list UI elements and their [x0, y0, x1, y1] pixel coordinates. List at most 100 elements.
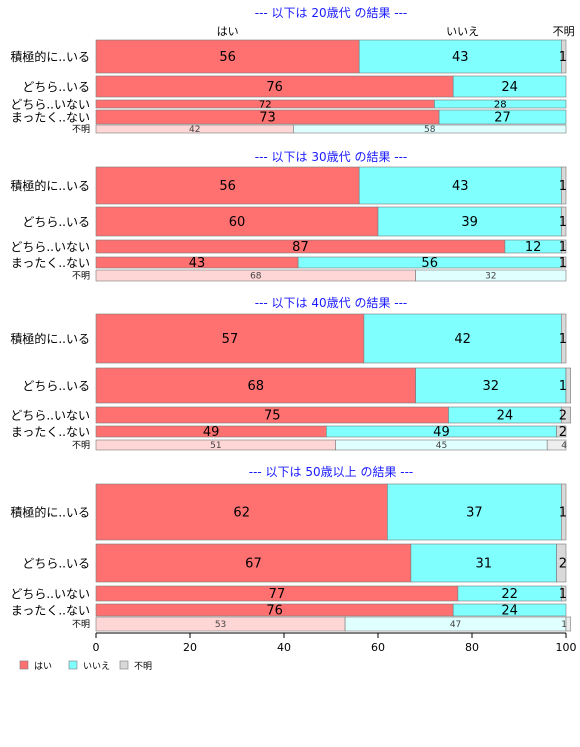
bar-segment-unknown	[546, 439, 567, 451]
bar-segment-unknown	[560, 313, 567, 364]
bar-segment-yes	[95, 543, 412, 583]
row-label: まったく..ない	[11, 604, 90, 618]
data-label-no: 12	[525, 240, 542, 255]
data-label-yes: 75	[264, 409, 281, 424]
data-label-unknown: 2	[559, 409, 567, 424]
data-label-yes: 77	[269, 587, 286, 602]
bar-segment-unknown	[560, 166, 567, 205]
data-label-unknown: 2	[559, 425, 567, 440]
x-tick-label: 80	[465, 641, 479, 654]
column-header-no: いいえ	[446, 25, 479, 38]
x-tick-label: 20	[183, 641, 197, 654]
x-tick-label: 40	[277, 641, 291, 654]
data-label-no: 45	[436, 441, 447, 451]
bar-segment-yes	[95, 206, 379, 237]
data-label-unknown: 4	[561, 441, 567, 451]
bar-segment-unknown	[565, 367, 571, 404]
data-label-no: 24	[497, 409, 514, 424]
bar-segment-yes	[95, 483, 388, 541]
row-label: 積極的に..いる	[10, 49, 90, 64]
bar-segment-no	[363, 313, 562, 364]
legend-swatch	[119, 660, 129, 670]
bar-segment-unknown	[560, 256, 567, 269]
panel-title: --- 以下は 50歳以上 の結果 ---	[249, 465, 414, 479]
x-tick-label: 100	[556, 641, 577, 654]
row-label: 積極的に..いる	[10, 331, 90, 346]
column-header-unknown: 不明	[553, 25, 575, 38]
bar-segment-no	[410, 543, 557, 583]
data-label-no: 32	[483, 379, 500, 394]
panel-title: --- 以下は 30歳代 の結果 ---	[255, 150, 408, 164]
data-label-no: 49	[433, 425, 450, 440]
data-label-unknown: 1	[559, 240, 567, 255]
bar-segment-no	[293, 124, 567, 134]
data-label-yes: 42	[189, 125, 200, 135]
data-label-unknown: 1	[559, 587, 567, 602]
data-label-no: 22	[501, 587, 518, 602]
data-label-unknown: 1	[559, 332, 567, 347]
legend-label: いいえ	[83, 661, 110, 672]
data-label-unknown: 1	[561, 620, 567, 630]
bar-segment-no	[415, 269, 567, 282]
bar-segment-unknown	[560, 206, 567, 237]
bar-segment-yes	[95, 313, 365, 364]
bar-segment-yes	[95, 367, 416, 404]
data-label-no: 43	[452, 179, 469, 194]
data-label-yes: 76	[266, 604, 283, 619]
data-label-no: 32	[485, 272, 496, 282]
data-label-yes: 56	[219, 179, 236, 194]
column-header-yes: はい	[217, 25, 239, 38]
bar-segment-no	[377, 206, 562, 237]
data-label-no: 27	[494, 111, 511, 126]
data-label-yes: 53	[215, 620, 226, 630]
bar-segment-no	[438, 109, 567, 125]
data-label-yes: 76	[266, 80, 283, 95]
bar-segment-yes	[95, 166, 360, 205]
bar-segment-no	[358, 166, 562, 205]
row-label: 積極的に..いる	[10, 505, 90, 520]
data-label-no: 39	[461, 215, 478, 230]
bar-segment-yes	[95, 39, 360, 74]
data-label-yes: 56	[219, 50, 236, 65]
data-label-no: 56	[421, 256, 438, 271]
row-label: どちら..いない	[10, 587, 90, 601]
bar-segment-unknown	[560, 406, 571, 424]
legend-swatch	[68, 660, 78, 670]
data-label-yes: 49	[203, 425, 220, 440]
data-label-yes: 67	[245, 557, 262, 572]
bar-segment-no	[452, 75, 567, 98]
legend-label: 不明	[134, 661, 152, 672]
data-label-no: 47	[450, 620, 461, 630]
data-label-unknown: 1	[559, 256, 567, 271]
bar-segment-unknown	[560, 39, 567, 74]
data-label-yes: 60	[229, 215, 246, 230]
bar-segment-unknown	[560, 585, 567, 602]
bar-segment-unknown	[556, 543, 567, 583]
row-label: まったく..ない	[11, 425, 90, 439]
data-label-no: 31	[475, 557, 492, 572]
legend-swatch	[19, 660, 29, 670]
data-label-yes: 62	[233, 506, 250, 521]
x-tick-label: 0	[93, 641, 100, 654]
row-label: 不明	[72, 440, 90, 451]
data-label-no: 42	[454, 332, 471, 347]
data-label-yes: 51	[210, 441, 221, 451]
legend-label: はい	[34, 661, 52, 672]
x-tick-label: 60	[371, 641, 385, 654]
row-label: 不明	[72, 124, 90, 135]
row-label: まったく..ない	[11, 111, 90, 125]
data-label-no: 58	[424, 125, 436, 135]
data-label-yes: 43	[189, 256, 206, 271]
data-label-no: 24	[501, 80, 518, 95]
data-label-yes: 72	[259, 100, 272, 111]
panel-title: --- 以下は 20歳代 の結果 ---	[255, 6, 408, 20]
data-label-yes: 68	[250, 272, 262, 282]
data-label-no: 43	[452, 50, 469, 65]
data-label-yes: 57	[222, 332, 239, 347]
bar-segment-unknown	[556, 425, 567, 438]
data-label-yes: 73	[259, 111, 276, 126]
data-label-unknown: 1	[559, 179, 567, 194]
row-label: どちら..いる	[22, 379, 90, 393]
row-label: まったく..ない	[11, 256, 90, 270]
